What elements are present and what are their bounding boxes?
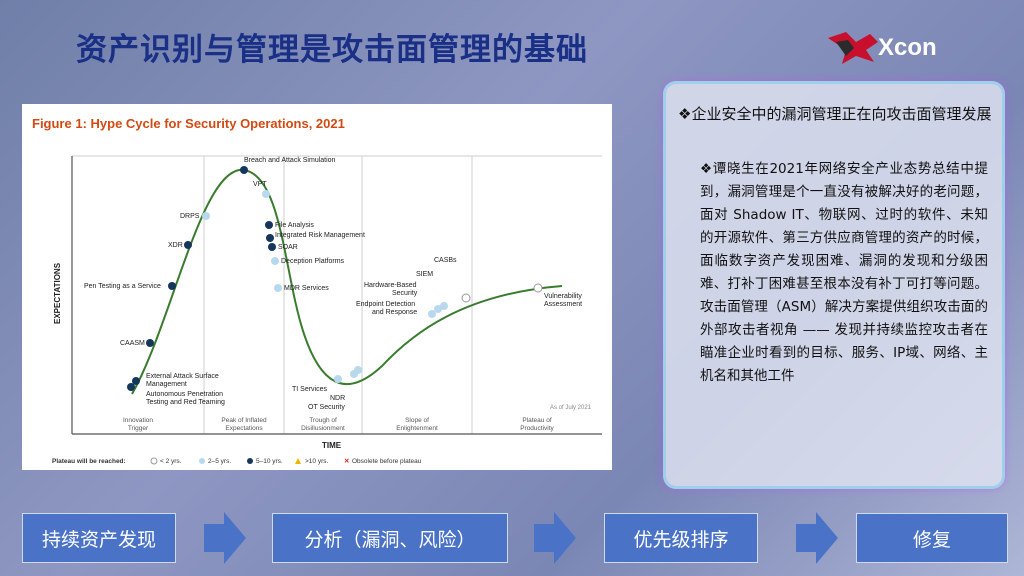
summary-lead: ❖企业安全中的漏洞管理正在向攻击面管理发展: [678, 105, 992, 123]
slide-title: 资产识别与管理是攻击面管理的基础: [76, 32, 588, 68]
legend: Plateau will be reached: < 2 yrs. 2–5 yr…: [52, 457, 422, 465]
tech-points: [127, 166, 543, 391]
flow-arrow-icon: [534, 512, 576, 564]
tech-labels: Breach and Attack Simulation VPT DRPS Fi…: [84, 157, 582, 411]
label-xdr: XDR: [168, 242, 183, 249]
label-bas: Breach and Attack Simulation: [244, 157, 336, 164]
label-ot: OT Security: [308, 404, 345, 411]
xcon-logo: Xcon: [826, 28, 956, 68]
hype-cycle-figure: Breach and Attack Simulation VPT DRPS Fi…: [22, 104, 612, 470]
svg-text:Obsolete before plateau: Obsolete before plateau: [352, 458, 422, 465]
label-va: Vulnerability: [544, 293, 582, 300]
summary-detail: ❖谭晓生在2021年网络安全产业态势总结中提到，漏洞管理是个一直没有被解决好的老…: [700, 161, 988, 384]
label-hbs: Hardware-Based: [364, 282, 417, 289]
svg-text:Trigger: Trigger: [128, 425, 149, 432]
label-ndr: NDR: [330, 395, 345, 402]
svg-text:Trough of: Trough of: [309, 417, 337, 424]
label-soar: SOAR: [278, 244, 298, 251]
svg-text:✕: ✕: [344, 458, 350, 465]
svg-text:Plateau will be reached:: Plateau will be reached:: [52, 458, 126, 465]
svg-text:2–5 yrs.: 2–5 yrs.: [208, 458, 231, 465]
svg-text:Peak of Inflated: Peak of Inflated: [221, 417, 267, 424]
svg-text:Security: Security: [392, 290, 418, 297]
y-axis-label: EXPECTATIONS: [53, 262, 62, 324]
flow-step-prioritization: 优先级排序: [604, 513, 758, 563]
hype-cycle-chart: Breach and Attack Simulation VPT DRPS Fi…: [52, 155, 602, 465]
label-mdr: MDR Services: [284, 285, 329, 292]
label-siem: SIEM: [416, 271, 433, 278]
flow-arrow-icon: [796, 512, 838, 564]
svg-text:Innovation: Innovation: [123, 417, 153, 424]
svg-text:Testing and Red Teaming: Testing and Red Teaming: [146, 399, 225, 406]
date-note: As of July 2021: [550, 405, 592, 411]
summary-textbox: ❖企业安全中的漏洞管理正在向攻击面管理发展 ❖谭晓生在2021年网络安全产业态势…: [666, 84, 1002, 486]
svg-text:and Response: and Response: [372, 309, 417, 316]
svg-text:Expectations: Expectations: [225, 425, 263, 432]
label-deception: Deception Platforms: [281, 258, 345, 265]
x-axis-label: TIME: [322, 441, 342, 450]
svg-text:Plateau of: Plateau of: [522, 417, 551, 424]
logo-text: Xcon: [878, 34, 937, 61]
svg-text:Assessment: Assessment: [544, 301, 582, 308]
label-drps: DRPS: [180, 213, 200, 220]
svg-text:Productivity: Productivity: [520, 425, 554, 432]
svg-text:Management: Management: [146, 381, 187, 388]
label-irm: Integrated Risk Management: [275, 232, 365, 239]
flow-step-discovery: 持续资产发现: [22, 513, 176, 563]
svg-text:Enlightenment: Enlightenment: [396, 425, 438, 432]
label-edr: Endpoint Detection: [356, 301, 415, 308]
flow-arrow-icon: [204, 512, 246, 564]
flow-step-remediation: 修复: [856, 513, 1008, 563]
label-casbs: CASBs: [434, 257, 457, 264]
figure-title: Figure 1: Hype Cycle for Security Operat…: [32, 116, 345, 131]
label-ptaas: Pen Testing as a Service: [84, 283, 161, 290]
label-ti: TI Services: [292, 386, 328, 393]
svg-text:5–10 yrs.: 5–10 yrs.: [256, 458, 283, 465]
svg-text:< 2 yrs.: < 2 yrs.: [160, 458, 182, 465]
hype-curve: [131, 168, 563, 395]
flow-step-analysis: 分析（漏洞、风险）: [272, 513, 508, 563]
label-vpt: VPT: [253, 181, 267, 188]
label-file-analysis: File Analysis: [275, 222, 314, 229]
svg-text:Disillusionment: Disillusionment: [301, 425, 345, 432]
label-apt: Autonomous Penetration: [146, 391, 223, 398]
svg-text:>10 yrs.: >10 yrs.: [305, 458, 328, 465]
logo-mark-icon: [828, 32, 878, 64]
label-easm: External Attack Surface: [146, 373, 219, 380]
svg-text:Slope of: Slope of: [405, 417, 429, 424]
label-caasm: CAASM: [120, 340, 145, 347]
